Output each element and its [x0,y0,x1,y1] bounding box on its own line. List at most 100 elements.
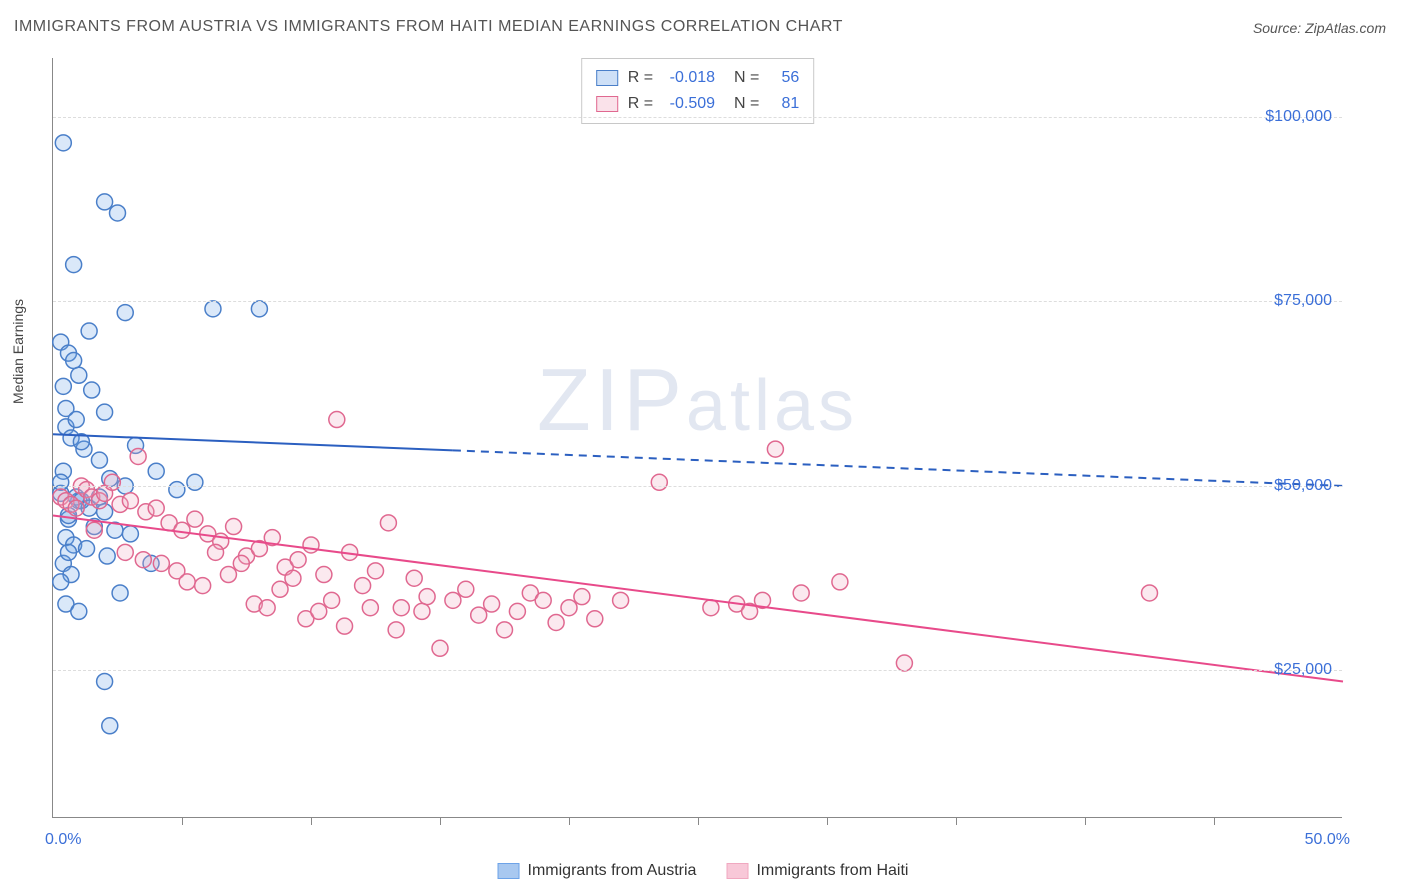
x-tick [1085,817,1086,825]
data-point [97,673,113,689]
data-point [122,526,138,542]
data-point [445,592,461,608]
legend-item: Immigrants from Haiti [726,862,908,880]
x-axis-label: 50.0% [1305,831,1350,849]
data-point [497,622,513,638]
data-point [53,474,69,490]
legend-swatch [498,863,520,879]
data-point [110,205,126,221]
data-point [112,585,128,601]
y-tick-label: $50,000 [1274,477,1332,495]
data-point [226,519,242,535]
data-point [68,500,84,516]
stat-r-value: -0.018 [663,65,715,91]
data-point [362,600,378,616]
series-swatch [596,70,618,86]
series-swatch [596,96,618,112]
data-point [66,353,82,369]
gridline [53,301,1342,302]
data-point [329,412,345,428]
data-point [71,603,87,619]
data-point [130,448,146,464]
source-attribution: Source: ZipAtlas.com [1253,20,1386,36]
stat-n-label: N = [725,91,759,117]
data-point [316,567,332,583]
data-point [380,515,396,531]
data-point [91,452,107,468]
data-point [561,600,577,616]
data-point [896,655,912,671]
data-point [122,493,138,509]
data-point [406,570,422,586]
data-point [272,581,288,597]
data-point [84,382,100,398]
x-axis-label: 0.0% [45,831,81,849]
data-point [471,607,487,623]
data-point [179,574,195,590]
data-point [548,614,564,630]
data-point [337,618,353,634]
data-point [71,367,87,383]
stat-n-value: 56 [769,65,799,91]
data-point [55,378,71,394]
data-point [793,585,809,601]
data-point [60,544,76,560]
data-point [290,552,306,568]
data-point [703,600,719,616]
data-point [135,552,151,568]
legend-label: Immigrants from Austria [528,862,697,880]
data-point [55,135,71,151]
y-axis-label: Median Earnings [10,299,26,404]
plot-area: ZIPatlas R =-0.018 N =56R =-0.509 N =81 … [52,58,1342,818]
data-point [68,412,84,428]
x-tick [827,817,828,825]
legend-item: Immigrants from Austria [498,862,697,880]
x-tick [182,817,183,825]
data-point [102,718,118,734]
data-point [368,563,384,579]
legend-swatch [726,863,748,879]
data-point [259,600,275,616]
data-point [79,541,95,557]
data-point [651,474,667,490]
x-tick [569,817,570,825]
data-point [233,555,249,571]
data-point [311,603,327,619]
data-point [484,596,500,612]
y-tick-label: $25,000 [1274,661,1332,679]
data-point [117,544,133,560]
data-point [388,622,404,638]
data-point [535,592,551,608]
bottom-legend: Immigrants from Austria Immigrants from H… [498,862,909,880]
trend-line-solid [53,434,453,450]
data-point [148,463,164,479]
data-point [66,257,82,273]
legend-label: Immigrants from Haiti [756,862,908,880]
data-point [195,578,211,594]
chart-title: IMMIGRANTS FROM AUSTRIA VS IMMIGRANTS FR… [14,18,843,36]
data-point [458,581,474,597]
data-point [303,537,319,553]
data-point [81,323,97,339]
data-point [393,600,409,616]
data-point [169,482,185,498]
stats-row: R =-0.509 N =81 [596,91,800,117]
data-point [832,574,848,590]
x-tick [311,817,312,825]
chart-svg [53,58,1342,817]
data-point [97,404,113,420]
data-point [208,544,224,560]
stat-r-value: -0.509 [663,91,715,117]
stat-r-label: R = [628,91,653,117]
trend-line-dashed [453,450,1343,486]
data-point [414,603,430,619]
data-point [767,441,783,457]
data-point [509,603,525,619]
data-point [99,548,115,564]
data-point [153,555,169,571]
x-tick [1214,817,1215,825]
data-point [251,301,267,317]
gridline [53,670,1342,671]
x-tick [698,817,699,825]
gridline [53,486,1342,487]
